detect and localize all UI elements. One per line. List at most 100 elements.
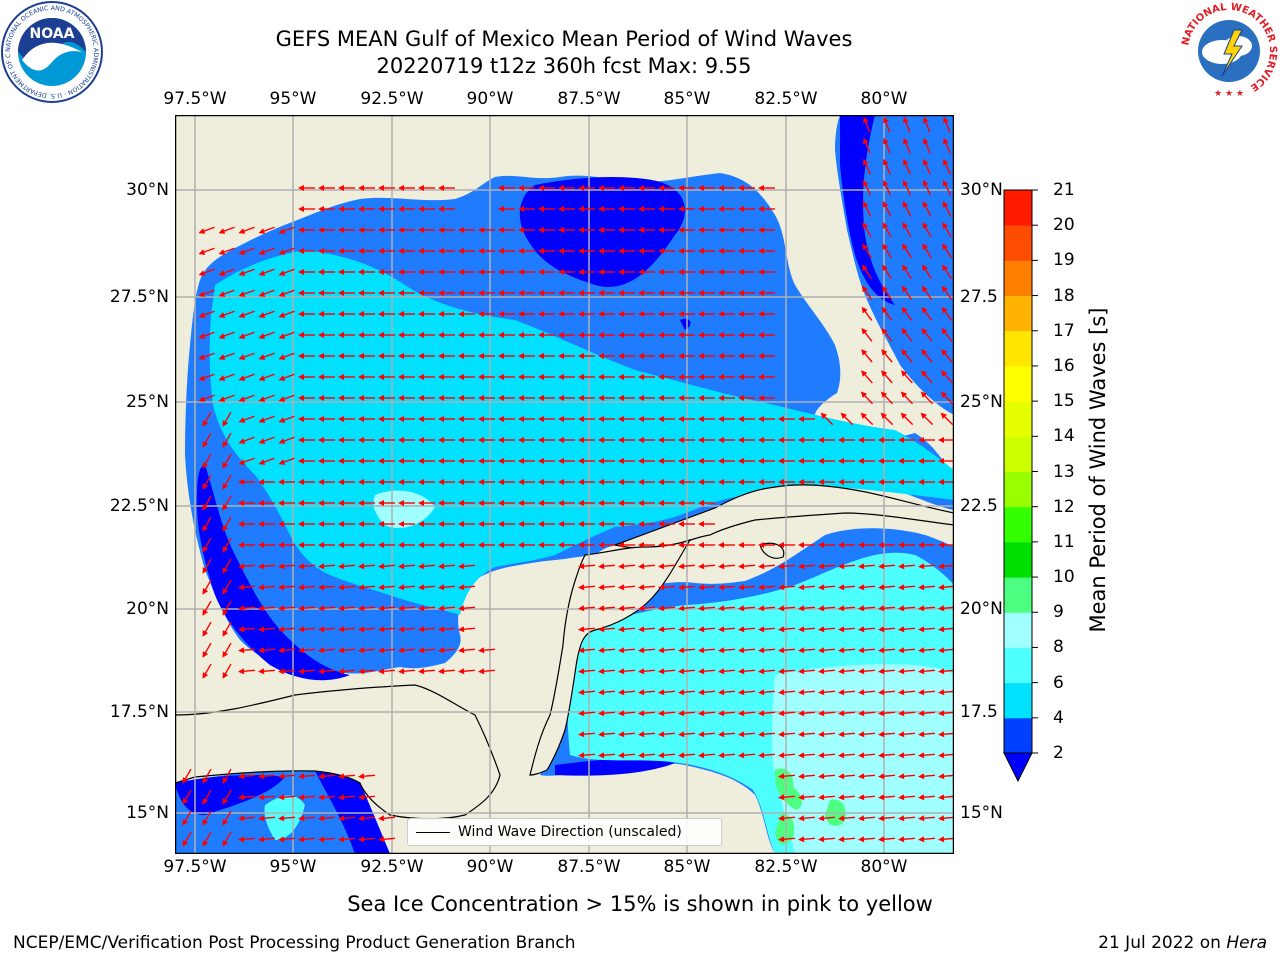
wind-arrow-icon: [458, 542, 475, 548]
wind-arrow-icon: [598, 626, 616, 633]
wind-arrow-icon: [418, 227, 435, 233]
wind-arrow-icon: [318, 458, 335, 464]
wind-arrow-icon: [878, 647, 896, 654]
wind-arrow-icon: [858, 605, 876, 612]
wind-arrow-icon: [338, 332, 355, 338]
wind-arrow-icon: [878, 437, 895, 443]
wind-arrow-icon: [862, 243, 872, 259]
wind-arrow-icon: [338, 647, 356, 654]
wind-arrow-icon: [938, 668, 954, 675]
wind-arrow-icon: [858, 479, 875, 485]
wind-arrow-icon: [618, 437, 635, 443]
wind-arrow-icon: [598, 248, 615, 254]
wind-arrow-icon: [678, 437, 695, 443]
wind-arrow-icon: [198, 310, 215, 318]
wind-arrow-icon: [222, 621, 232, 637]
wind-arrow-icon: [358, 647, 376, 654]
wind-arrow-icon: [718, 668, 736, 675]
wind-arrow-icon: [718, 185, 735, 191]
wind-arrow-icon: [598, 731, 616, 738]
wind-arrow-icon: [238, 268, 255, 276]
wind-arrow-icon: [798, 731, 816, 738]
wind-arrow-icon: [378, 395, 395, 401]
wind-arrow-icon: [902, 222, 912, 238]
wind-arrow-icon: [923, 116, 931, 133]
wind-arrow-icon: [202, 474, 212, 490]
wind-arrow-icon: [518, 248, 535, 254]
wind-arrow-icon: [758, 479, 775, 485]
wind-arrow-icon: [378, 269, 395, 275]
wind-arrow-icon: [458, 290, 475, 296]
wind-arrow-icon: [358, 290, 375, 296]
colorbar-segment: [1004, 612, 1032, 648]
wind-arrow-icon: [218, 310, 235, 318]
wind-arrow-icon: [558, 542, 575, 548]
wind-arrow-icon: [898, 668, 916, 675]
wind-arrow-icon: [598, 521, 615, 527]
wind-arrow-icon: [222, 516, 232, 532]
wind-arrow-icon: [738, 269, 755, 275]
wind-arrow-icon: [698, 269, 715, 275]
lon-label-bottom: 82.5°W: [754, 857, 818, 877]
wind-arrow-icon: [398, 626, 416, 633]
wind-arrow-icon: [658, 500, 675, 506]
lon-label-bottom: 92.5°W: [360, 857, 424, 877]
wind-arrow-icon: [258, 668, 276, 675]
wind-arrow-icon: [518, 479, 535, 485]
wind-arrow-icon: [598, 332, 615, 338]
wind-arrow-icon: [938, 542, 954, 548]
wind-arrow-icon: [338, 416, 355, 422]
wind-arrow-icon: [418, 416, 435, 422]
wind-arrow-icon: [678, 668, 696, 675]
wind-arrow-icon: [182, 789, 192, 805]
wind-arrow-icon: [898, 794, 916, 801]
wind-arrow-icon: [518, 542, 535, 548]
wind-arrow-icon: [358, 563, 376, 570]
wind-arrow-icon: [938, 731, 954, 738]
wind-arrow-icon: [338, 269, 355, 275]
wind-arrow-icon: [578, 731, 596, 738]
wind-arrow-icon: [698, 416, 715, 422]
wind-arrow-icon: [858, 626, 876, 633]
wind-arrow-icon: [818, 836, 836, 843]
wind-arrow-icon: [438, 500, 455, 506]
wind-arrow-icon: [678, 710, 696, 717]
wind-arrow-icon: [238, 479, 255, 485]
wind-arrow-icon: [862, 264, 872, 280]
wind-arrow-icon: [618, 374, 635, 380]
colorbar-segment: [1004, 295, 1032, 332]
colorbar-tick-label: 15: [1053, 391, 1075, 412]
wind-arrow-icon: [861, 306, 873, 321]
wind-arrow-icon: [398, 521, 415, 527]
wind-arrow-icon: [838, 479, 855, 485]
wind-arrow-icon: [398, 458, 415, 464]
wind-arrow-icon: [658, 290, 675, 296]
colorbar-tick-label: 6: [1053, 672, 1064, 693]
wind-arrow-icon: [658, 395, 675, 401]
wind-arrow-icon: [658, 353, 675, 359]
wind-wave-arrows: [182, 116, 954, 847]
wind-arrow-icon: [658, 185, 675, 191]
wind-arrow-icon: [698, 563, 716, 570]
wind-arrow-icon: [598, 416, 615, 422]
wind-arrow-icon: [698, 605, 716, 612]
wind-arrow-icon: [258, 373, 275, 381]
lat-label-right: 30°N: [960, 180, 1003, 200]
wind-arrow-icon: [238, 500, 255, 506]
wind-arrow-icon: [858, 752, 876, 759]
wind-arrow-icon: [318, 605, 336, 612]
wind-arrow-icon: [918, 479, 935, 485]
wind-arrow-icon: [198, 373, 215, 381]
wind-arrow-icon: [258, 436, 275, 444]
wind-arrow-icon: [358, 836, 376, 843]
wind-arrow-icon: [358, 206, 375, 212]
wind-arrow-icon: [658, 227, 675, 233]
wind-arrow-icon: [922, 201, 932, 217]
wind-arrow-icon: [598, 647, 616, 654]
colorbar-tick-label: 2: [1053, 743, 1064, 763]
wind-arrow-icon: [478, 353, 495, 359]
wind-arrow-icon: [878, 458, 895, 464]
wind-arrow-icon: [538, 353, 555, 359]
wind-arrow-icon: [438, 248, 455, 254]
wind-arrow-icon: [798, 437, 815, 443]
